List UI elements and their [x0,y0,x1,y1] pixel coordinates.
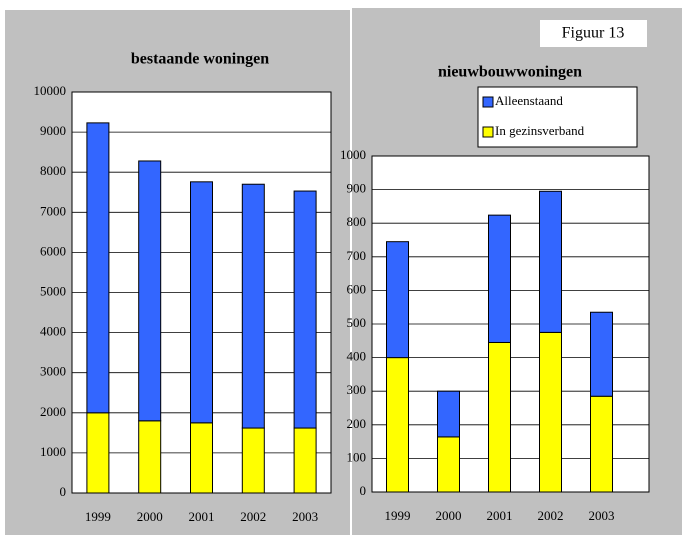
y-tick-label: 400 [347,349,367,364]
y-tick-label: 3000 [40,364,66,379]
y-tick-label: 5000 [40,283,66,298]
y-tick-label: 0 [60,484,67,499]
y-tick-label: 6000 [40,243,66,258]
y-tick-label: 700 [347,248,367,263]
legend-swatch [482,96,494,108]
y-tick-label: 1000 [340,147,366,162]
x-tick-label: 1999 [385,508,411,523]
bar-segment [590,311,613,397]
y-tick-label: 900 [347,181,367,196]
bar-segment [138,160,162,422]
y-tick-label: 0 [360,483,367,498]
bar-segment [437,390,460,438]
bar-segment [488,214,511,343]
x-tick-label: 2003 [589,508,615,523]
y-tick-label: 10000 [34,83,67,98]
x-tick-label: 2000 [436,508,462,523]
y-tick-label: 200 [347,416,367,431]
legend-label: In gezinsverband [495,123,585,138]
bar-segment [241,427,265,494]
bar-segment [590,395,613,493]
x-tick-label: 2001 [189,509,215,524]
legend-label: Alleenstaand [495,93,563,108]
x-tick-label: 2002 [538,508,564,523]
y-tick-label: 4000 [40,324,66,339]
x-tick-label: 1999 [85,509,111,524]
bar-segment [437,436,460,493]
x-tick-label: 2003 [292,509,318,524]
y-tick-label: 7000 [40,203,66,218]
x-tick-label: 2001 [487,508,513,523]
bar-segment [138,420,162,494]
bar-segment [190,181,213,424]
bar-segment [293,427,317,494]
legend-box [477,86,638,148]
bar-segment [539,190,562,333]
y-tick-label: 800 [347,214,367,229]
bar-segment [86,412,110,494]
y-tick-label: 300 [347,382,367,397]
y-tick-label: 600 [347,281,367,296]
bar-segment [190,422,213,494]
legend-swatch [482,126,494,138]
bar-segment [241,183,265,429]
x-tick-label: 2000 [137,509,163,524]
chart-title: bestaande woningen [131,51,269,68]
y-tick-label: 500 [347,315,367,330]
figure-label-box [540,20,647,47]
y-tick-label: 100 [347,449,367,464]
figure-label: Figuur 13 [562,25,625,42]
y-tick-label: 1000 [40,444,66,459]
bar-segment [386,357,409,493]
x-tick-label: 2002 [240,509,266,524]
bar-segment [86,122,110,414]
y-tick-label: 2000 [40,404,66,419]
bar-segment [386,241,409,359]
bar-segment [488,341,511,493]
y-tick-label: 8000 [40,163,66,178]
bar-segment [293,190,317,429]
bar-segment [539,331,562,493]
chart-title: nieuwbouwwoningen [438,64,582,81]
y-tick-label: 9000 [40,123,66,138]
